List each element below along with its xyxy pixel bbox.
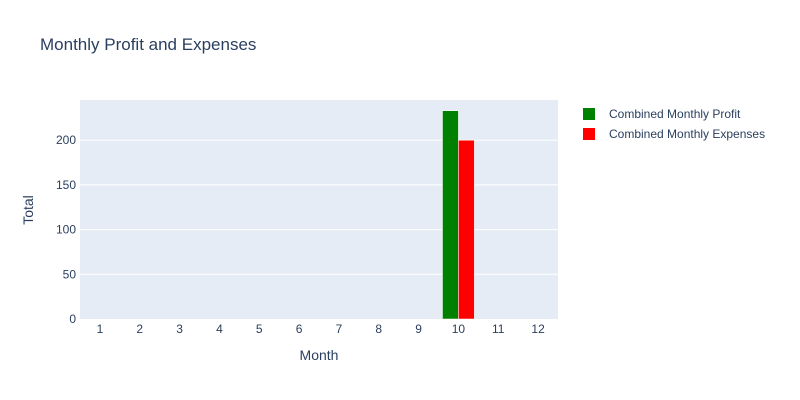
x-tick-label: 5: [256, 322, 263, 336]
x-tick-label: 2: [136, 322, 143, 336]
y-tick-label: 0: [69, 312, 76, 326]
x-tick-label: 1: [97, 322, 104, 336]
y-tick-label: 100: [56, 223, 76, 237]
bar-expenses-month-10[interactable]: [458, 139, 475, 320]
x-tick-label: 3: [176, 322, 183, 336]
legend-swatch[interactable]: [583, 108, 595, 120]
x-tick-label: 10: [452, 322, 466, 336]
legend: Combined Monthly Profit Combined Monthly …: [583, 107, 765, 141]
x-tick-label: 4: [216, 322, 223, 336]
x-tick-label: 11: [492, 322, 505, 336]
chart-title: Monthly Profit and Expenses: [40, 35, 256, 54]
y-tick-label: 150: [56, 178, 76, 192]
plot-area: [80, 100, 558, 319]
x-tick-label: 7: [336, 322, 343, 336]
x-tick-label: 12: [531, 322, 545, 336]
y-axis-title: Total: [20, 195, 36, 225]
x-tick-label: 6: [296, 322, 303, 336]
legend-label[interactable]: Combined Monthly Profit: [609, 107, 741, 121]
bars: [442, 110, 475, 320]
bar-profit-month-10[interactable]: [442, 110, 459, 320]
legend-swatch[interactable]: [583, 128, 595, 140]
y-tick-label: 50: [63, 267, 77, 281]
x-tick-label: 8: [375, 322, 382, 336]
legend-label[interactable]: Combined Monthly Expenses: [609, 127, 765, 141]
gridlines: [80, 139, 558, 275]
y-tick-label: 200: [56, 133, 76, 147]
x-axis-ticks: 1 2 3 4 5 6 7 8 9 10 11 12: [97, 322, 546, 336]
x-axis-title: Month: [300, 347, 339, 363]
x-tick-label: 9: [415, 322, 422, 336]
y-axis-ticks: 0 50 100 150 200: [56, 133, 76, 326]
